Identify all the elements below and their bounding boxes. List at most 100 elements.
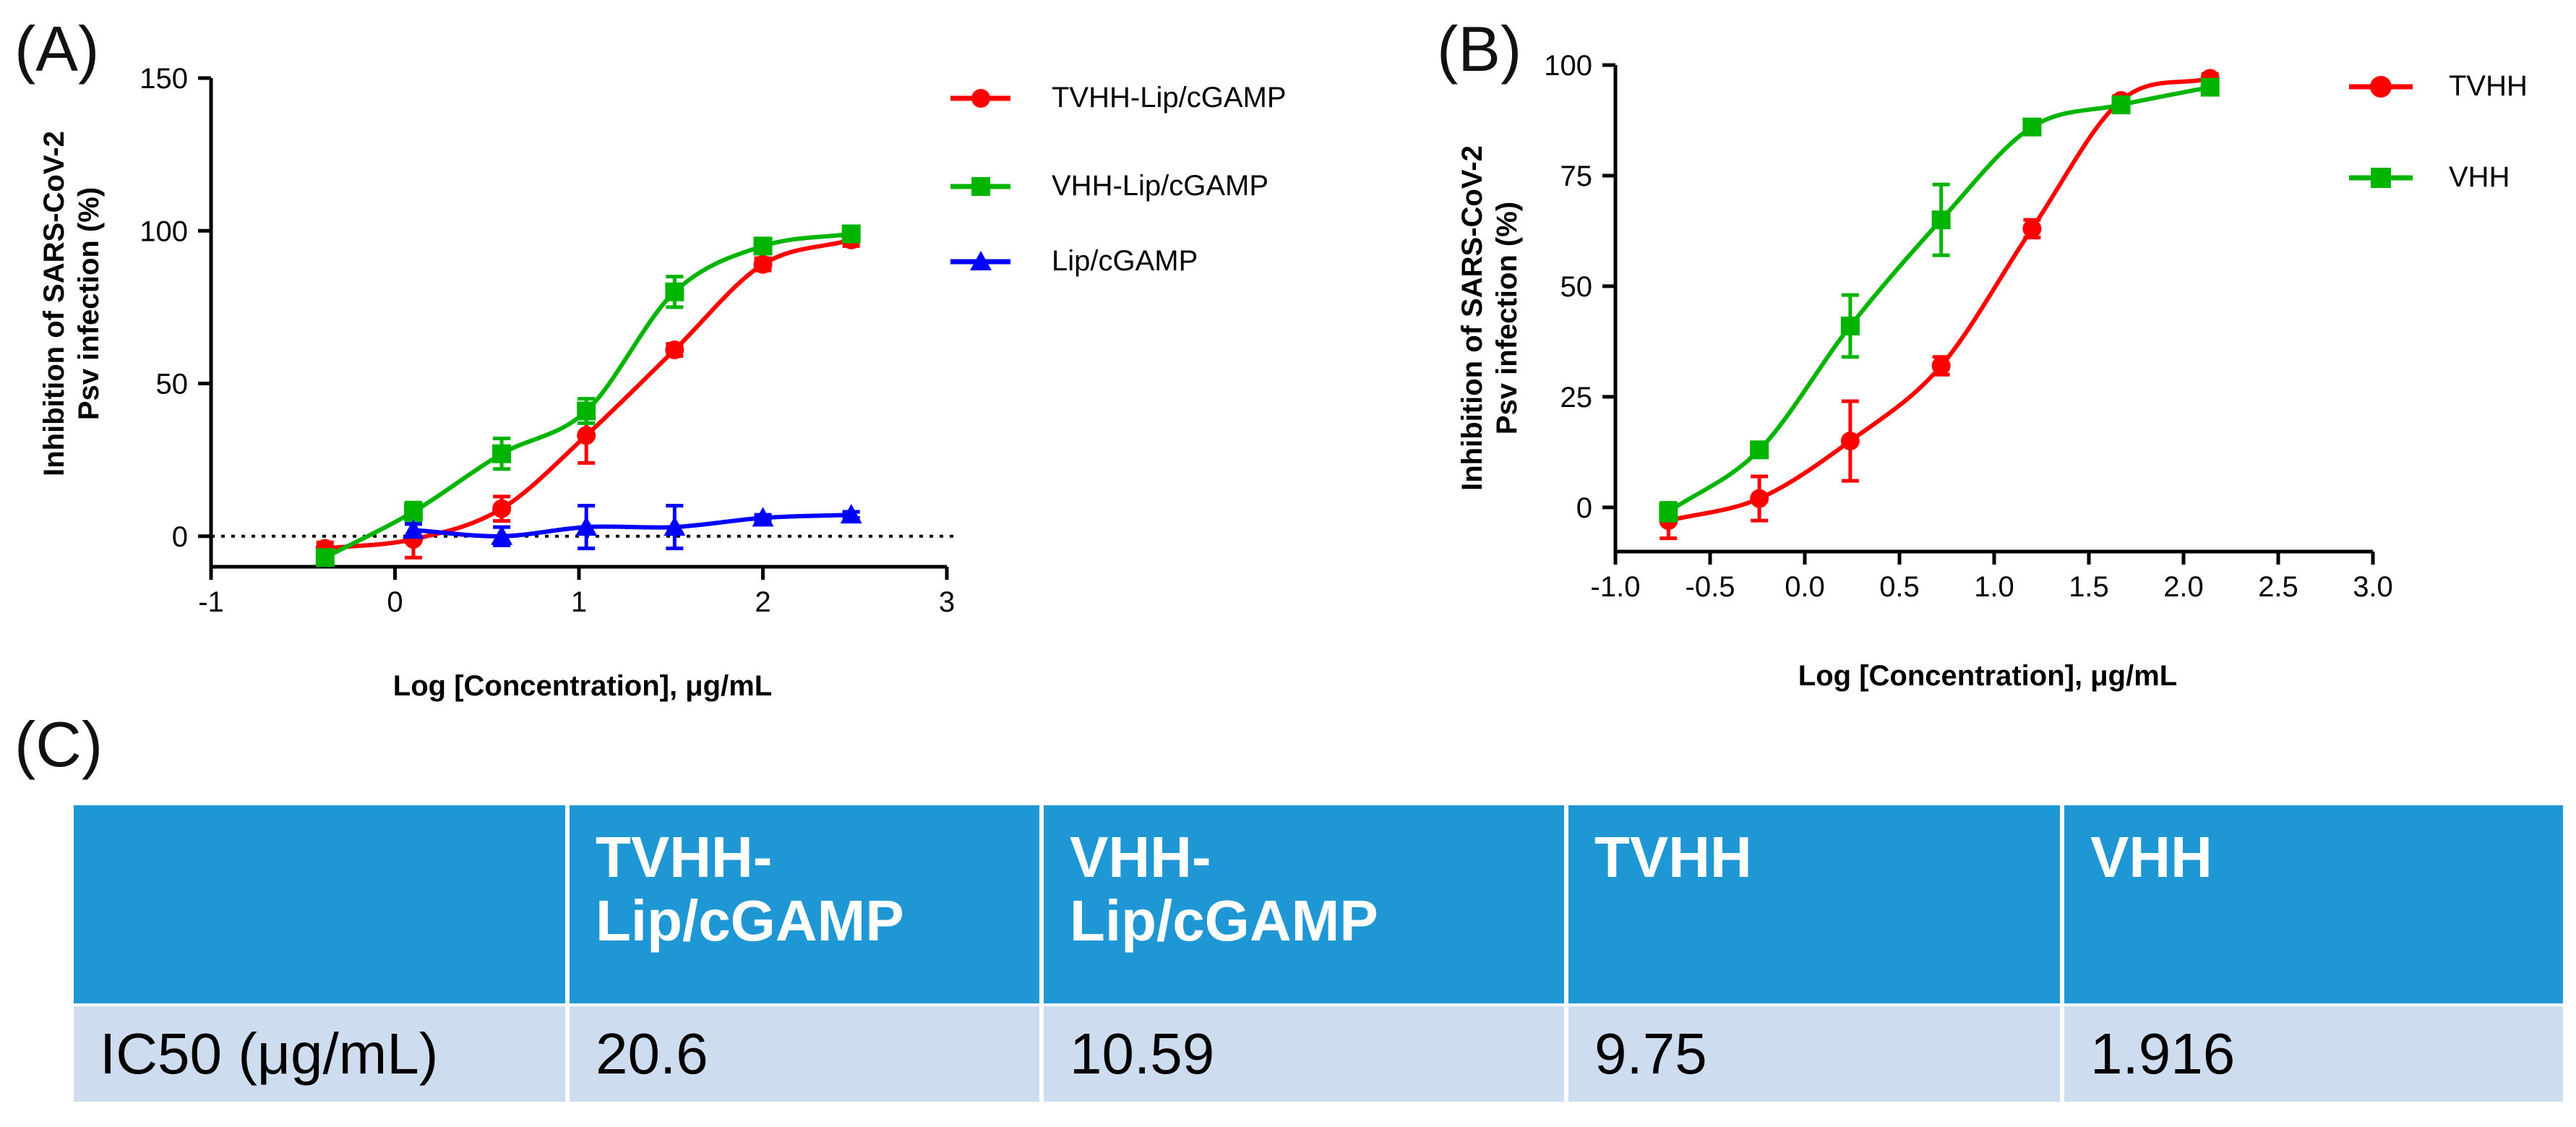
a-point-s2-p0 — [402, 519, 424, 539]
table-header-tvhh-lip-cgamp: TVHH- Lip/cGAMP — [570, 805, 1039, 1003]
ic50-table: TVHH- Lip/cGAMP VHH- Lip/cGAMP TVHH VHH … — [69, 802, 2567, 1105]
b-marker-s1-p3 — [1931, 210, 1951, 230]
chart-b-legend-marker-1 — [2371, 168, 2391, 188]
panel-label-b: (B) — [1437, 13, 1522, 85]
b-point-s1-p5 — [2111, 95, 2131, 115]
a-marker-s0-p4 — [665, 340, 684, 360]
chart-a-legend-item-1: VHH-Lip/cGAMP — [950, 170, 1268, 202]
chart-b-ylabel-line2: Psv infection (%) — [1491, 202, 1523, 434]
a-marker-s2-p3 — [664, 516, 686, 536]
b-ytick-label-0: 0 — [1576, 492, 1592, 524]
b-point-s1-p3 — [1931, 182, 1951, 257]
a-point-s2-p3 — [664, 504, 686, 551]
b-curve-0 — [1667, 76, 2211, 523]
a-marker-s1-p0 — [315, 548, 335, 567]
b-point-s1-p4 — [2022, 117, 2042, 137]
b-xtick-label-2: 0.0 — [1785, 571, 1825, 603]
table-header-vhh-lip-cgamp: VHH- Lip/cGAMP — [1044, 805, 1564, 1003]
a-point-s2-p2 — [575, 504, 598, 551]
b-xtick-label-0: -1.0 — [1591, 571, 1641, 603]
b-point-s0-p1 — [1750, 474, 1769, 523]
b-marker-s1-p1 — [1750, 440, 1769, 460]
chart-b-xlabel: Log [Concentration], μg/mL — [1798, 660, 2177, 692]
a-point-s1-p3 — [577, 397, 596, 425]
chart-b-legend-item-0: TVHH — [2349, 70, 2528, 102]
a-xtick-label-1: 0 — [387, 586, 403, 618]
chart-b-legend-label-1: VHH — [2449, 161, 2510, 193]
chart-a-legend-label-1: VHH-Lip/cGAMP — [1052, 170, 1268, 202]
table-header-row: TVHH- Lip/cGAMP VHH- Lip/cGAMP TVHH VHH — [74, 805, 2563, 1003]
b-xtick-label-5: 1.5 — [2069, 571, 2109, 603]
a-xtick-label-4: 3 — [939, 586, 955, 618]
b-ytick-label-1: 25 — [1560, 382, 1593, 413]
chart-b: Inhibition of SARS-CoV-2 Psv infection (… — [1456, 50, 2528, 692]
a-point-s0-p5 — [753, 254, 773, 274]
a-ytick-label-1: 50 — [156, 369, 189, 400]
a-marker-s2-p1 — [491, 525, 513, 545]
b-marker-s1-p4 — [2022, 117, 2042, 137]
a-point-s1-p4 — [665, 275, 684, 309]
a-marker-s0-p2 — [492, 499, 512, 518]
a-xtick-label-0: -1 — [198, 586, 224, 618]
chart-a-y-title: Inhibition of SARS-CoV-2 Psv infection (… — [38, 131, 105, 476]
chart-a-legend-label-2: Lip/cGAMP — [1052, 245, 1198, 277]
b-ytick-label-4: 100 — [1544, 50, 1592, 82]
b-point-s1-p2 — [1840, 293, 1860, 359]
a-point-s0-p4 — [665, 340, 684, 360]
b-point-s0-p4 — [2022, 218, 2042, 240]
table-row: IC50 (μg/mL) 20.6 10.59 9.75 1.916 — [74, 1006, 2563, 1102]
a-point-s1-p6 — [841, 224, 861, 244]
chart-b-y-title: Inhibition of SARS-CoV-2 Psv infection (… — [1456, 145, 1523, 491]
a-marker-s1-p5 — [753, 236, 773, 256]
chart-b-legend: TVHH VHH — [2349, 70, 2528, 193]
table-cell-tvhh-lip-cgamp: 20.6 — [570, 1006, 1039, 1102]
a-curve-0 — [325, 238, 852, 551]
a-point-s1-p2 — [492, 437, 512, 471]
chart-a-ylabel-line2: Psv infection (%) — [73, 187, 105, 420]
a-marker-s1-p6 — [841, 224, 861, 244]
b-ytick-label-3: 75 — [1560, 160, 1593, 192]
a-curve-2 — [413, 513, 851, 539]
a-point-s2-p4 — [752, 507, 774, 527]
b-marker-s1-p2 — [1840, 316, 1860, 335]
b-ytick-label-2: 50 — [1560, 271, 1593, 303]
b-point-s0-p3 — [1931, 355, 1951, 377]
b-point-s0-p2 — [1840, 399, 1860, 483]
b-marker-s0-p3 — [1931, 356, 1951, 376]
chart-a-ylabel-line1: Inhibition of SARS-CoV-2 — [38, 131, 70, 476]
b-marker-s1-p6 — [2200, 77, 2220, 97]
b-xtick-label-7: 2.5 — [2258, 571, 2298, 603]
chart-b-points — [1659, 69, 2220, 541]
chart-b-legend-marker-0 — [2370, 76, 2392, 98]
table-header-tvhh: TVHH — [1568, 805, 2060, 1003]
a-marker-s2-p4 — [752, 507, 774, 527]
a-point-s1-p5 — [753, 236, 773, 256]
a-point-s2-p5 — [840, 504, 862, 524]
chart-b-legend-label-0: TVHH — [2449, 70, 2528, 102]
table-header-vhh: VHH — [2064, 805, 2563, 1003]
a-ytick-label-2: 100 — [139, 215, 188, 247]
b-xtick-label-3: 0.5 — [1879, 571, 1920, 603]
table-cell-tvhh: 9.75 — [1568, 1006, 2060, 1102]
b-marker-s0-p4 — [2022, 219, 2042, 239]
a-marker-s0-p3 — [577, 426, 596, 445]
a-marker-s1-p3 — [577, 401, 596, 421]
b-curve-1 — [1667, 85, 2211, 514]
chart-a-legend: TVHH-Lip/cGAMP VHH-Lip/cGAMP Lip/cGAMP — [950, 82, 1287, 277]
a-marker-s2-p2 — [575, 516, 598, 536]
chart-b-axes — [1613, 65, 2373, 554]
b-xtick-label-6: 2.0 — [2163, 571, 2204, 603]
b-xtick-label-4: 1.0 — [1974, 571, 2014, 603]
chart-b-curves — [1667, 76, 2211, 523]
b-marker-s0-p2 — [1840, 432, 1860, 451]
a-marker-s1-p4 — [665, 282, 684, 301]
chart-a-legend-label-0: TVHH-Lip/cGAMP — [1052, 82, 1287, 113]
chart-a-axes — [209, 78, 954, 569]
b-marker-s1-p0 — [1659, 502, 1678, 521]
chart-a-legend-marker-2 — [970, 251, 992, 270]
a-marker-s2-p0 — [402, 519, 424, 539]
a-marker-s2-p5 — [840, 504, 862, 524]
table-cell-vhh-lip-cgamp: 10.59 — [1044, 1006, 1564, 1102]
table-cell-vhh: 1.916 — [2064, 1006, 2563, 1102]
a-xtick-label-3: 2 — [755, 586, 770, 618]
